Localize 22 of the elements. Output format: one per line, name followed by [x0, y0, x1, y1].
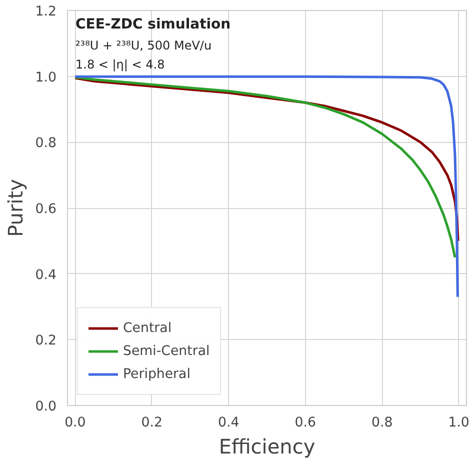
legend-label: Central: [123, 320, 172, 336]
y-tick-label: 0.2: [35, 334, 57, 349]
x-tick-label: 0.4: [218, 416, 240, 430]
y-tick-label: 0.4: [35, 268, 57, 283]
legend-label: Peripheral: [123, 366, 190, 382]
legend-label: Semi-Central: [123, 344, 210, 358]
x-tick-label: 0.2: [141, 416, 163, 430]
x-tick-label: 1.0: [448, 416, 470, 430]
annotation: CEE-ZDC simulation: [76, 16, 231, 32]
y-tick-label: 0.0: [35, 400, 57, 414]
annotation: ²³⁸U + ²³⁸U, 500 MeV/u: [76, 38, 212, 52]
y-axis-title: Purity: [3, 178, 28, 237]
line-series: [74, 75, 459, 298]
x-tick-label: 0.8: [372, 416, 393, 430]
y-tick-label: 0.8: [35, 136, 57, 152]
y-tick-label: 0.6: [35, 202, 57, 217]
x-axis-title: Efficiency: [218, 434, 316, 458]
y-tick-label: 1.0: [35, 70, 57, 86]
x-tick-label: 0.0: [64, 416, 86, 430]
y-tick-label: 1.2: [35, 4, 57, 20]
annotation: 1.8 < |η| < 4.8: [76, 58, 165, 72]
x-tick-label: 0.6: [294, 416, 316, 430]
